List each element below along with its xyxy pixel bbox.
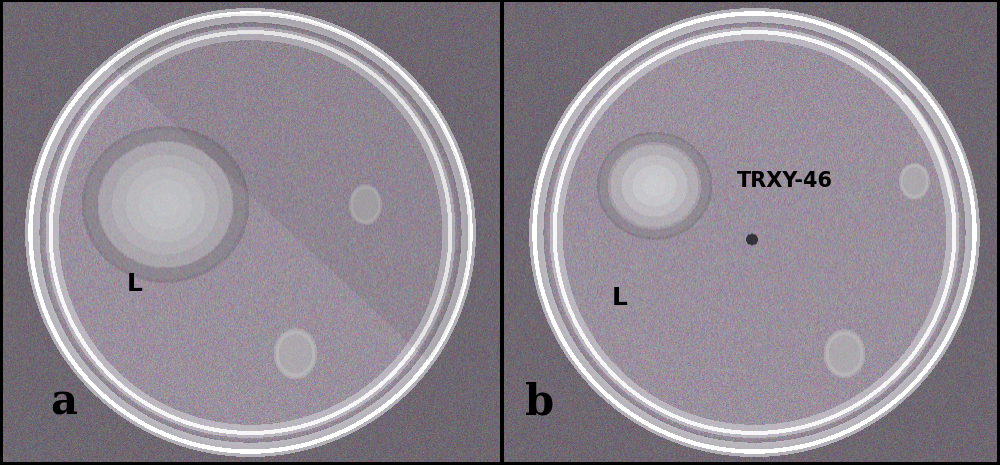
Text: a: a	[50, 381, 77, 423]
Text: L: L	[127, 272, 143, 296]
Text: L: L	[612, 286, 628, 310]
Text: b: b	[525, 381, 554, 423]
Text: TRXY-46: TRXY-46	[737, 171, 833, 192]
